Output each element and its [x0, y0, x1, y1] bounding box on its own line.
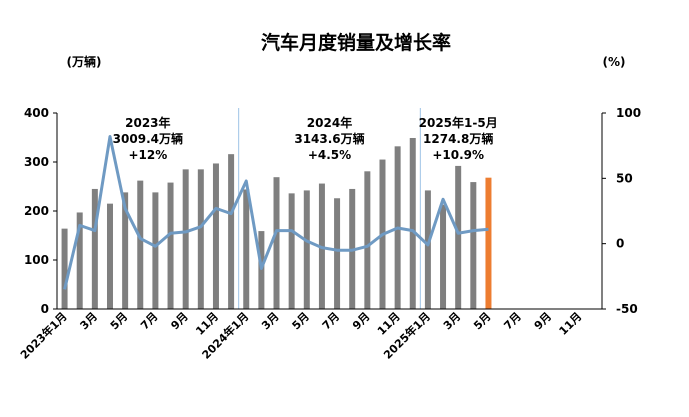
annotation-line: +12%: [128, 148, 167, 162]
right-tick-label: -50: [616, 302, 638, 316]
annotation-line: +4.5%: [308, 148, 351, 162]
bar: [485, 177, 492, 309]
bar: [167, 182, 174, 309]
left-tick-label: 200: [24, 204, 49, 218]
right-tick-label: 100: [616, 106, 641, 120]
annotation-line: +10.9%: [432, 148, 484, 162]
annotation-line: 1274.8万辆: [423, 131, 493, 146]
x-tick-label: 9月: [168, 310, 190, 332]
left-tick-label: 0: [41, 302, 49, 316]
bar: [258, 231, 265, 309]
bar: [409, 137, 416, 309]
growth-rate-line: [63, 135, 489, 290]
annotation-line: 3009.4万辆: [113, 131, 183, 146]
bar: [106, 203, 113, 309]
annotation-line: 2024年: [307, 115, 352, 130]
right-tick-label: 0: [616, 237, 624, 251]
bar-series: [61, 137, 492, 309]
bar: [122, 192, 129, 309]
bar: [334, 198, 341, 309]
bar: [228, 154, 235, 309]
left-tick-label: 400: [24, 106, 49, 120]
left-tick-label: 100: [24, 253, 49, 267]
bar: [364, 171, 371, 309]
bar: [455, 165, 462, 309]
x-tick-label: 5月: [290, 310, 312, 332]
period-annotation: 2025年1-5月 1274.8万辆 +10.9%: [419, 115, 498, 162]
bar: [440, 204, 447, 309]
annotation-line: 3143.6万辆: [294, 131, 364, 146]
bar: [470, 182, 477, 309]
annotation-line: 2023年: [125, 115, 170, 130]
bar: [137, 180, 144, 309]
right-axis-unit: (%): [603, 55, 626, 69]
bar: [424, 190, 431, 309]
bar: [243, 189, 250, 309]
left-axis-unit: (万辆): [67, 54, 102, 69]
left-tick-label: 300: [24, 155, 49, 169]
bar: [197, 169, 204, 309]
bar: [303, 190, 310, 309]
period-separators: [238, 108, 421, 309]
x-tick-label: 3月: [259, 310, 281, 332]
x-tick-label: 2023年1月: [17, 309, 70, 362]
bar: [273, 177, 280, 309]
x-tick-label: 9月: [532, 310, 554, 332]
period-annotation: 2023年 3009.4万辆 +12%: [113, 115, 183, 162]
x-tick-label: 5月: [471, 310, 493, 332]
bar: [91, 188, 98, 309]
bar: [152, 192, 159, 309]
bar: [288, 193, 295, 309]
period-annotations: 2023年 3009.4万辆 +12% 2024年 3143.6万辆 +4.5% 2025年…: [113, 115, 498, 162]
x-tick-label: 5月: [108, 310, 130, 332]
x-tick-label: 11月: [193, 310, 221, 338]
x-tick-label: 3月: [78, 310, 100, 332]
bar: [182, 169, 189, 309]
bar: [212, 163, 219, 309]
x-tick-label: 11月: [557, 310, 585, 338]
x-tick-label: 11月: [375, 310, 403, 338]
bar: [61, 228, 68, 309]
x-tick-label: 7月: [501, 310, 523, 332]
bar: [76, 212, 83, 309]
period-annotation: 2024年 3143.6万辆 +4.5%: [294, 115, 364, 162]
x-tick-label: 9月: [350, 310, 372, 332]
x-tick-label: 7月: [138, 310, 160, 332]
right-tick-label: 50: [616, 171, 633, 185]
chart-title: 汽车月度销量及增长率: [261, 31, 451, 54]
annotation-line: 2025年1-5月: [419, 115, 498, 130]
x-tick-label: 7月: [320, 310, 342, 332]
x-tick-label: 3月: [441, 310, 463, 332]
